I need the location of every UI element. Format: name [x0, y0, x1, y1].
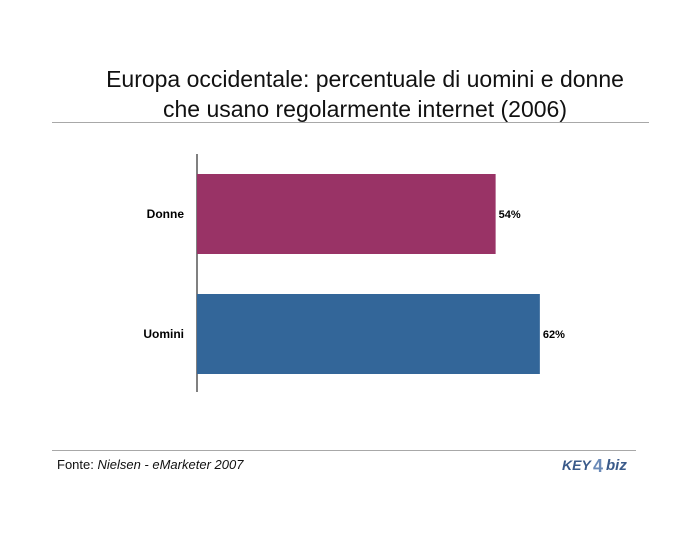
chart-title-line-2: che usano regolarmente internet (2006) — [162, 96, 568, 122]
key4biz-logo: KEY 4 biz — [562, 456, 627, 476]
title-divider — [52, 122, 649, 123]
bar-uomini — [197, 294, 540, 374]
logo-text-biz: biz — [606, 457, 627, 474]
source-note: Fonte: Nielsen - eMarketer 2007 — [57, 457, 243, 472]
logo-text-key: KEY — [562, 457, 592, 473]
footer-divider — [52, 450, 636, 451]
value-label-uomini: 62% — [543, 329, 565, 341]
logo-number: 4 — [593, 456, 603, 476]
source-prefix: Fonte: — [57, 457, 98, 472]
value-label-donne: 54% — [499, 209, 521, 221]
chart-title-line-1: Europa occidentale: percentuale di uomin… — [106, 66, 624, 92]
category-label-uomini: Uomini — [143, 327, 184, 341]
source-name: Nielsen - eMarketer 2007 — [97, 457, 244, 472]
bar-donne — [197, 174, 496, 254]
category-label-donne: Donne — [147, 207, 185, 221]
chart-title: Europa occidentale: percentuale di uomin… — [60, 64, 670, 124]
